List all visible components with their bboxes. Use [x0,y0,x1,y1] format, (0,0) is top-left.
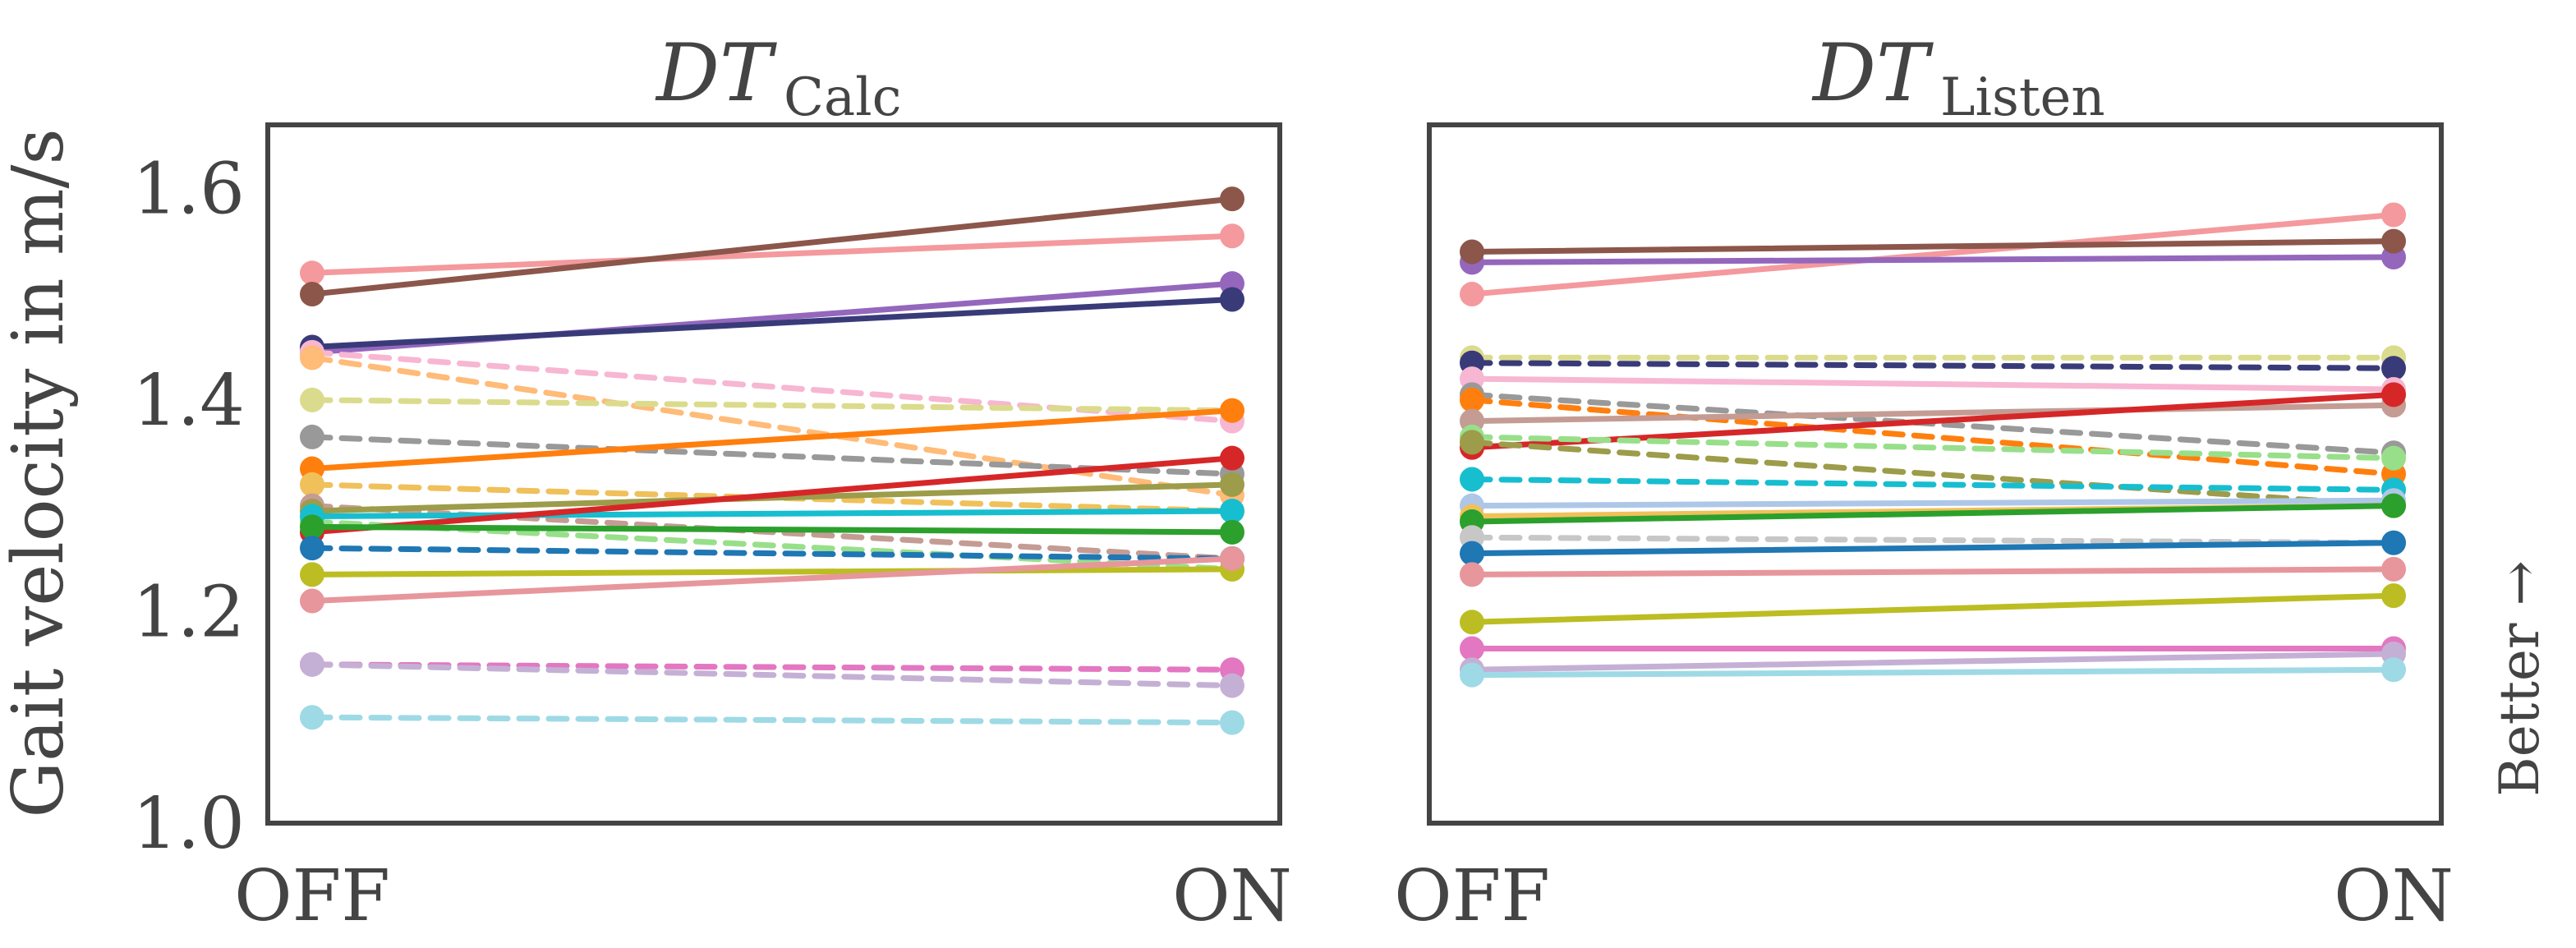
series-line [309,297,1235,350]
data-point [1220,398,1244,423]
series-line [1469,592,2397,625]
data-point [2381,583,2406,609]
data-point [300,282,324,307]
series-line [1469,397,2397,477]
data-point [300,472,324,497]
y-axis-label: Gait velocity in m/s [0,128,80,817]
data-point [300,514,324,540]
y-tick-label: 1.2 [132,571,245,653]
series-line [1469,238,2397,255]
series-line [1469,375,2397,393]
series-line [1469,402,2397,425]
data-point [1220,186,1244,212]
data-point [2381,530,2406,555]
data-point [300,260,324,286]
data-point [2381,202,2406,228]
panel-title-calc: DT Calc [655,27,901,128]
series-line [309,545,1235,562]
panel-title-sub: Calc [784,67,901,128]
data-point [1220,223,1244,249]
series-line [1469,540,2397,557]
series-line [1469,651,2397,673]
data-point [2381,228,2406,254]
data-point [1220,287,1244,312]
series-line [1469,503,2397,525]
series-line [1469,434,2397,462]
series-line [1469,439,2397,509]
panel-title-main: DT [655,27,777,119]
data-point [2381,493,2406,518]
data-point [300,387,324,412]
x-tick-label: OFF [234,855,390,937]
data-point [1460,610,1484,635]
panel-title-listen: DT Listen [1811,27,2105,128]
series-line [1469,666,2397,679]
plot-frame [1427,122,2444,826]
plot-frame [265,122,1282,826]
series-line [309,455,1235,536]
series-line [1469,476,2397,493]
series-line [309,523,1235,536]
data-point [300,705,324,730]
data-point [1460,430,1484,455]
data-point [300,588,324,614]
data-point [1220,519,1244,545]
data-point [1220,499,1244,524]
chart-panel-listen: DT Listen OFF ON [1394,27,2454,937]
data-point [2381,657,2406,683]
series-line [309,661,1235,689]
series-line [309,555,1235,605]
series-line [309,232,1235,276]
data-point [1460,662,1484,688]
data-point [1220,673,1244,698]
y-tick-label: 1.4 [132,360,245,442]
chart-panel-calc: DT Calc OFF ON 1.0 1.2 1.4 1.6 [132,27,1292,937]
data-point [2381,356,2406,381]
data-point [1460,282,1484,307]
y-tick-label: 1.0 [132,783,245,865]
data-point [1220,546,1244,572]
data-point [1460,239,1484,265]
data-point [1220,445,1244,471]
series-line [309,354,1235,499]
data-point [300,424,324,449]
data-point [1460,636,1484,661]
y-tick-label: 1.6 [132,148,245,230]
series-line [1469,254,2397,265]
data-point [300,651,324,677]
series-line [309,397,1235,414]
series-line [309,407,1235,472]
series-line [1469,211,2397,297]
data-point [300,536,324,561]
panel-title-sub: Listen [1940,67,2105,128]
series-line [309,508,1235,520]
data-point [300,345,324,370]
x-tick-label: ON [1172,855,1292,937]
data-point [2381,382,2406,407]
data-point [300,562,324,587]
better-arrow-note: Better → [2488,560,2551,797]
data-point [2381,556,2406,582]
series-line [1469,566,2397,578]
x-tick-label: ON [2334,855,2454,937]
data-point [1460,467,1484,492]
series-line [309,566,1235,578]
series-line [309,714,1235,726]
data-point [2381,445,2406,471]
data-point [1220,472,1244,497]
panel-title-main: DT [1811,27,1934,119]
series-line [1469,360,2397,371]
data-point [1220,710,1244,735]
data-point [1460,387,1484,412]
data-point [1460,562,1484,587]
series-line [309,196,1235,297]
series-line [1469,497,2397,509]
data-point [1460,541,1484,566]
x-tick-label: OFF [1394,855,1550,937]
